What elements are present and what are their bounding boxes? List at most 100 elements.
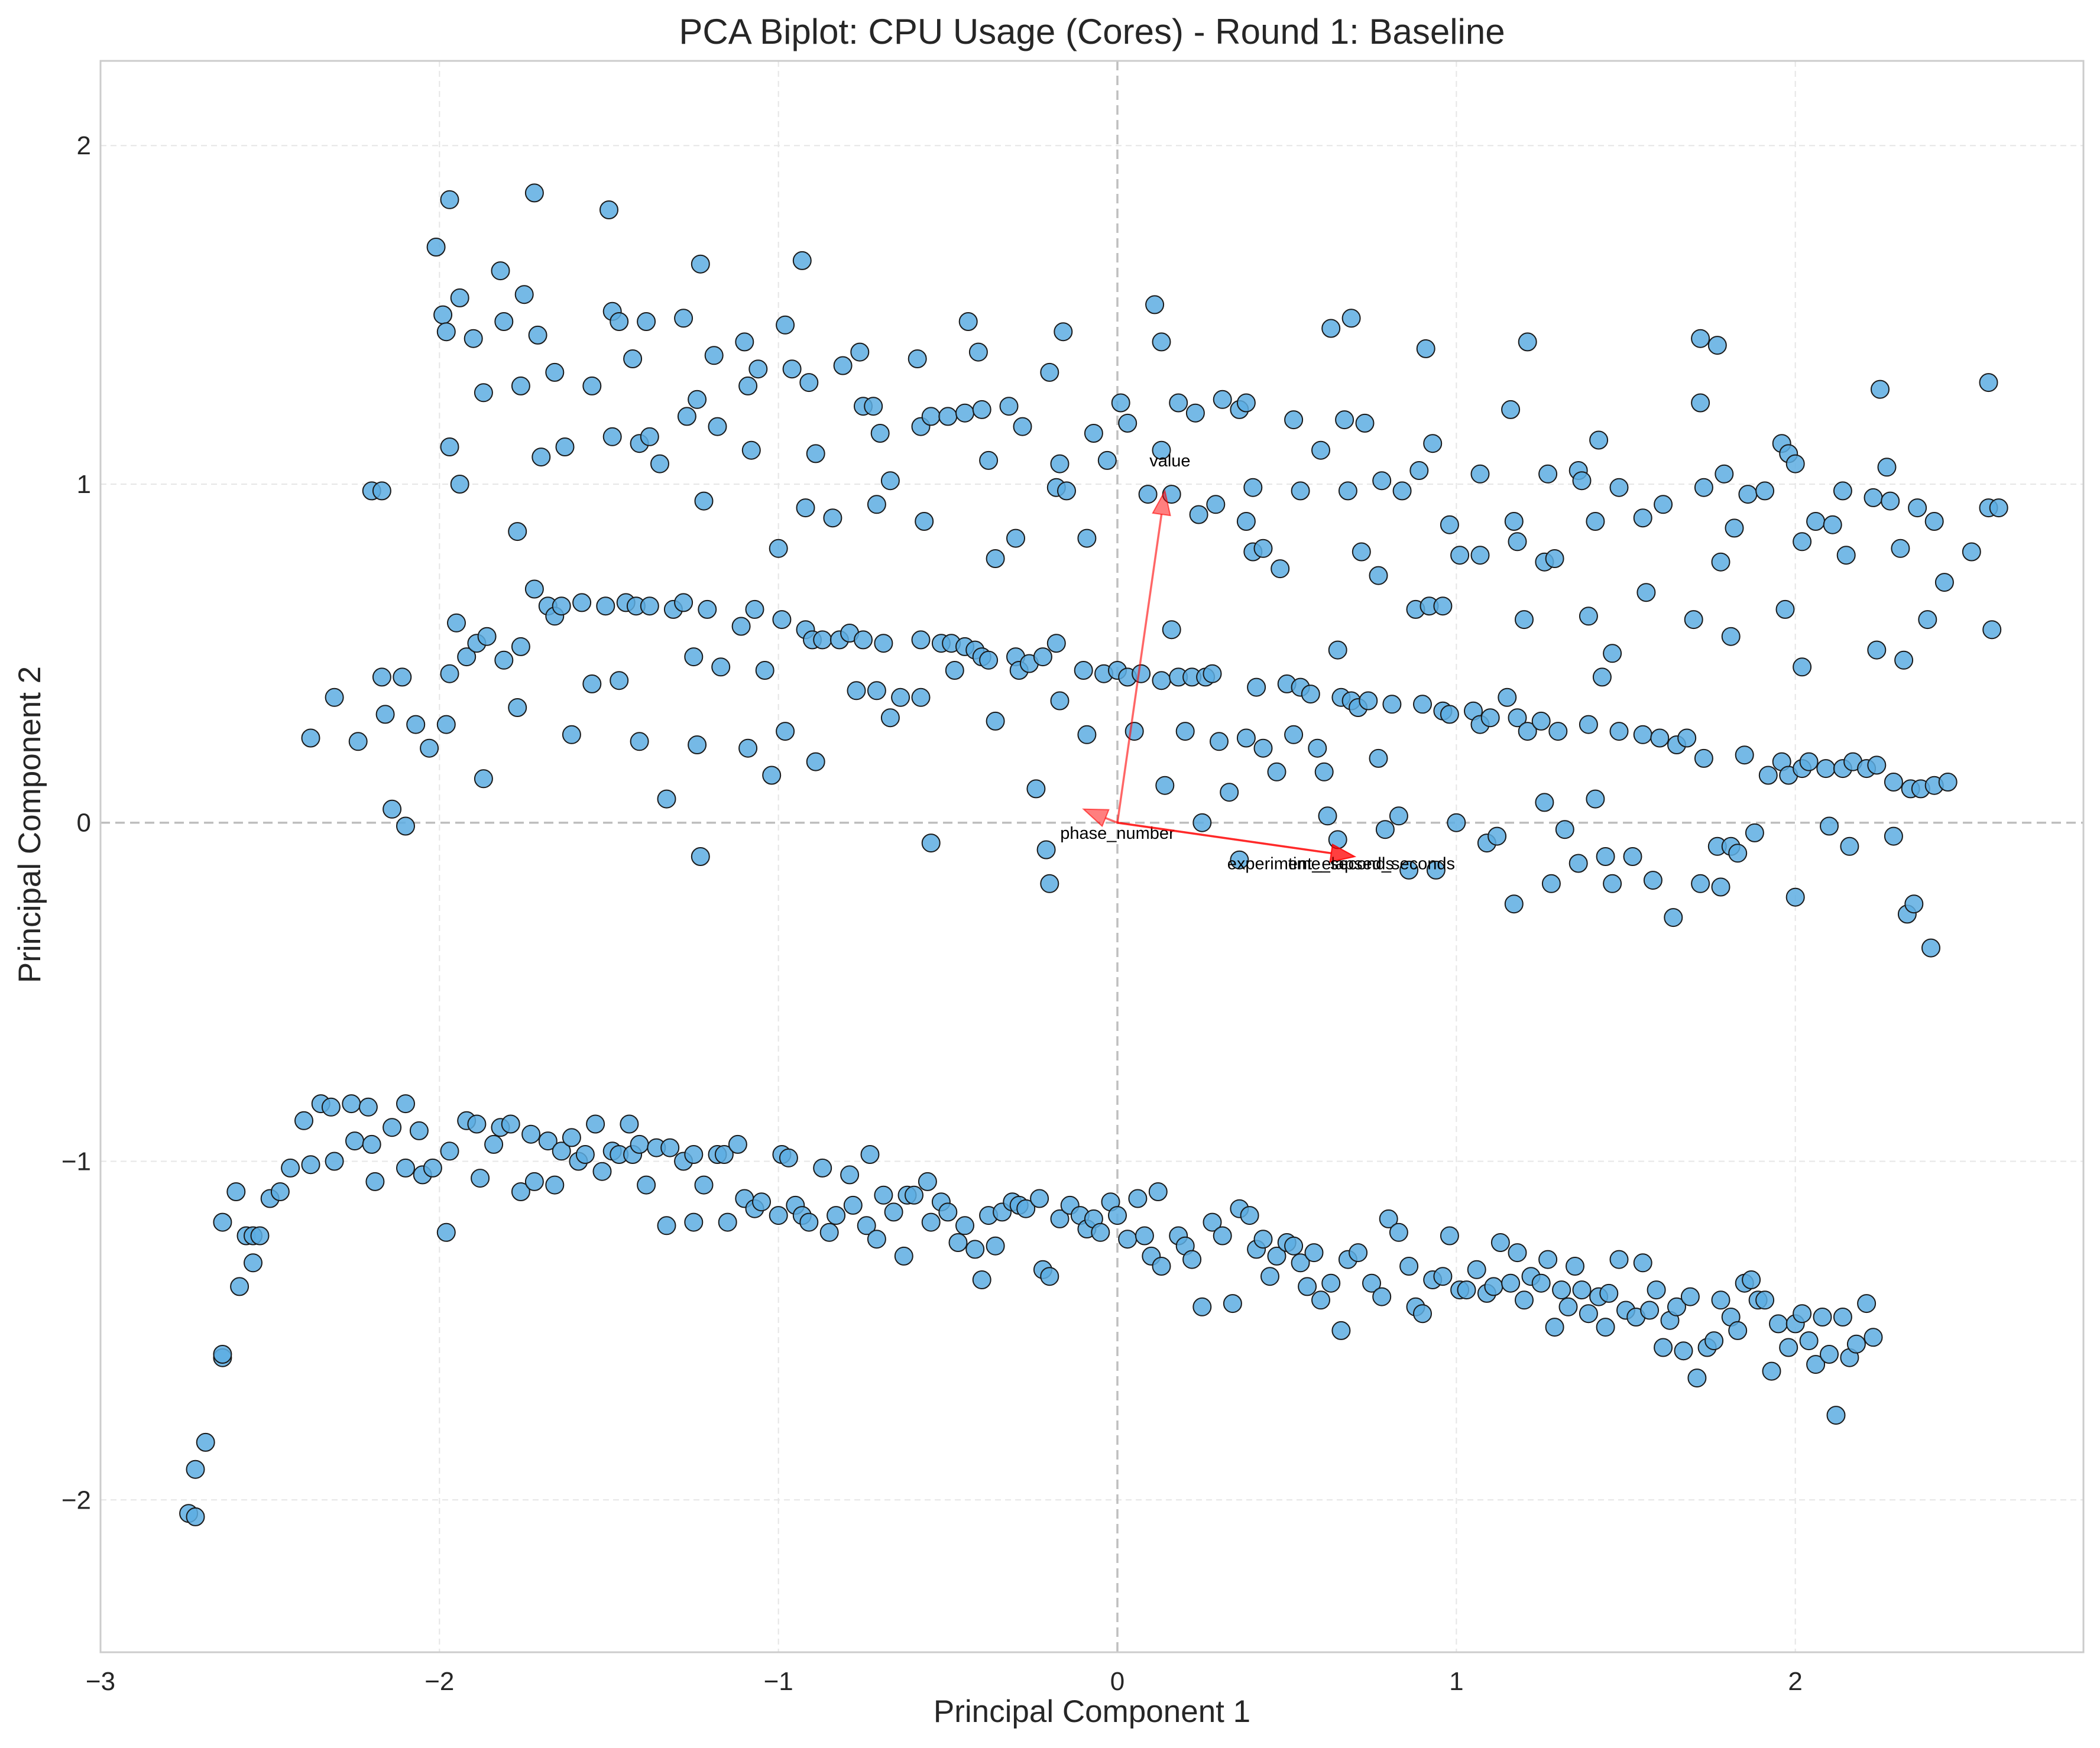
scatter-point <box>602 427 622 446</box>
scatter-point <box>1603 644 1622 663</box>
scatter-point <box>972 1270 991 1289</box>
scatter-point <box>1260 1267 1279 1286</box>
scatter-point <box>552 596 571 616</box>
scatter-point <box>1596 847 1615 866</box>
scatter-point <box>1074 661 1093 680</box>
scatter-point <box>741 440 761 460</box>
scatter-point <box>1745 823 1764 842</box>
scatter-point <box>450 288 469 307</box>
scatter-point <box>1728 1321 1748 1340</box>
scatter-point <box>1050 454 1070 474</box>
scatter-point <box>891 687 910 707</box>
scatter-point <box>1982 620 2002 640</box>
scatter-point <box>1135 1226 1154 1246</box>
loading-label: time_seconds <box>1288 855 1394 874</box>
scatter-point <box>694 1175 714 1195</box>
scatter-point <box>1609 1250 1629 1269</box>
scatter-point <box>596 596 615 616</box>
scatter-point <box>226 1182 246 1201</box>
scatter-point <box>918 1172 937 1191</box>
scatter-point <box>484 1134 504 1154</box>
scatter-point <box>1480 708 1500 728</box>
scatter-point <box>843 1195 863 1215</box>
scatter-point <box>776 315 795 335</box>
scatter-point <box>1253 738 1273 758</box>
scatter-point <box>1203 1212 1222 1232</box>
scatter-point <box>358 1097 378 1117</box>
y-tick-label: 0 <box>77 809 91 838</box>
scatter-point <box>1846 1334 1866 1354</box>
scatter-point <box>1372 1287 1392 1306</box>
scatter-point <box>383 799 402 819</box>
scatter-point <box>813 630 832 650</box>
scatter-point <box>708 417 727 436</box>
scatter-point <box>440 190 459 209</box>
scatter-point <box>1572 471 1592 491</box>
scatter-point <box>745 599 764 619</box>
scatter-point <box>1050 1209 1070 1228</box>
scatter-point <box>799 373 819 393</box>
scatter-point <box>1785 887 1805 907</box>
scatter-point <box>1504 894 1524 914</box>
scatter-point <box>1552 1280 1571 1300</box>
scatter-point <box>592 1162 612 1181</box>
scatter-point <box>1599 1283 1619 1303</box>
scatter-point <box>1934 573 1954 592</box>
scatter-point <box>1423 434 1443 453</box>
scatter-point <box>1467 1260 1486 1279</box>
scatter-point <box>1490 1233 1510 1252</box>
scatter-point <box>1152 1257 1171 1276</box>
scatter-point <box>1881 491 1900 511</box>
scatter-point <box>704 346 724 365</box>
scatter-point <box>1501 400 1521 419</box>
scatter-point <box>1213 1226 1232 1246</box>
scatter-point <box>1192 813 1212 832</box>
scatter-point <box>436 715 456 734</box>
scatter-point <box>196 1432 215 1452</box>
scatter-point <box>1674 1341 1693 1361</box>
scatter-point <box>1758 766 1778 785</box>
scatter-point <box>806 444 825 463</box>
scatter-point <box>769 539 788 558</box>
scatter-point <box>827 1206 846 1225</box>
scatter-point <box>1799 1331 1819 1351</box>
scatter-point <box>1389 1222 1408 1242</box>
scatter-point <box>213 1212 232 1232</box>
scatter-point <box>1311 440 1330 460</box>
scatter-point <box>494 650 514 670</box>
scatter-point <box>921 407 941 426</box>
loading-arrow-shaft <box>1105 817 1118 824</box>
scatter-point <box>840 1165 860 1185</box>
scatter-point <box>1328 640 1347 660</box>
scatter-point <box>538 1131 558 1151</box>
scatter-point <box>396 1094 415 1114</box>
scatter-point <box>1375 820 1395 839</box>
scatter-point <box>1084 424 1103 443</box>
scatter-point <box>731 617 751 636</box>
scatter-point <box>1924 512 1944 531</box>
scatter-point <box>1440 1226 1459 1246</box>
scatter-point <box>1799 752 1819 771</box>
scatter-point <box>714 1145 734 1164</box>
scatter-point <box>1572 1280 1592 1300</box>
scatter-point <box>806 752 825 771</box>
scatter-point <box>688 390 707 409</box>
scatter-point <box>1545 549 1564 568</box>
scatter-point <box>1321 1273 1341 1293</box>
scatter-point <box>1640 1301 1660 1320</box>
scatter-point <box>867 681 886 701</box>
zero-lines <box>101 61 2083 1652</box>
scatter-point <box>1508 1243 1527 1263</box>
scatter-point <box>847 681 866 701</box>
scatter-point <box>1691 393 1710 413</box>
y-tick-label: −1 <box>61 1147 91 1176</box>
scatter-point <box>1243 478 1263 497</box>
scatter-point <box>1311 1290 1330 1310</box>
scatter-point <box>1236 728 1256 748</box>
scatter-point <box>1369 748 1388 768</box>
scatter-point <box>1148 1182 1168 1201</box>
scatter-point <box>1785 454 1805 474</box>
scatter-point <box>684 1212 704 1232</box>
